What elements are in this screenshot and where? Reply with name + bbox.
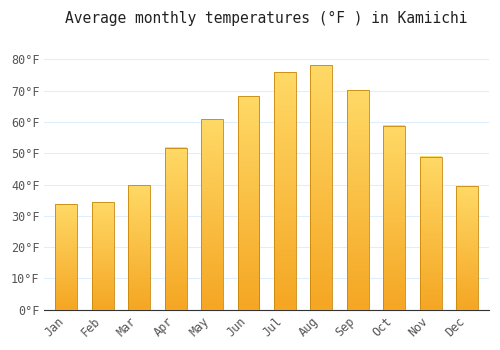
Bar	[164, 148, 186, 310]
Bar	[274, 72, 296, 310]
Bar	[238, 96, 260, 310]
Bar	[383, 126, 405, 310]
Bar	[201, 119, 223, 310]
Bar	[456, 187, 478, 310]
Bar	[420, 157, 442, 310]
Title: Average monthly temperatures (°F ) in Kamiichi: Average monthly temperatures (°F ) in Ka…	[66, 11, 468, 26]
Bar	[347, 90, 368, 310]
Bar	[92, 202, 114, 310]
Bar	[310, 65, 332, 310]
Bar	[56, 204, 78, 310]
Bar	[128, 186, 150, 310]
